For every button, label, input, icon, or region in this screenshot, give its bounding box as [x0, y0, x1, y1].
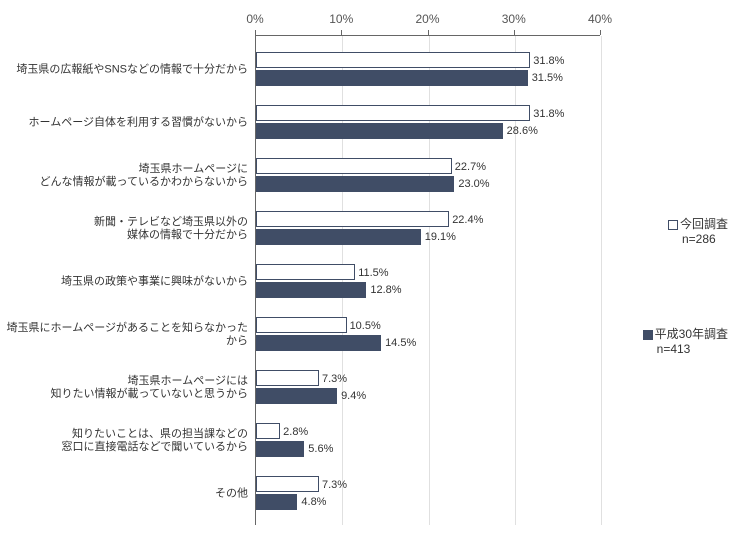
category-row: 埼玉県の政策や事業に興味がないから11.5%12.8% — [0, 260, 740, 304]
x-tick — [600, 30, 601, 35]
category-label: 知りたいことは、県の担当課などの 窓口に直接電話などで聞いているから — [62, 428, 248, 454]
bar-previous: 9.4% — [256, 388, 337, 404]
bar-current-value: 10.5% — [346, 318, 381, 334]
category-row: その他7.3%4.8% — [0, 472, 740, 516]
bar-current: 10.5% — [256, 317, 347, 333]
bar-previous-value: 28.6% — [503, 123, 538, 139]
x-tick — [428, 30, 429, 35]
bar-current-value: 7.3% — [318, 477, 347, 493]
bar-current: 2.8% — [256, 423, 280, 439]
bar-previous: 31.5% — [256, 70, 528, 86]
category-label: 埼玉県の政策や事業に興味がないから — [61, 275, 248, 288]
bar-current-value: 31.8% — [529, 53, 564, 69]
x-tick — [341, 30, 342, 35]
bar-current: 22.4% — [256, 211, 449, 227]
bar-previous-value: 14.5% — [381, 335, 416, 351]
bar-previous-value: 19.1% — [421, 229, 456, 245]
x-tick-label: 40% — [588, 12, 612, 26]
bar-chart: 0%10%20%30%40% 今回調査 n=286 平成30年調査 n=413 … — [0, 0, 740, 547]
bar-current-value: 22.4% — [448, 212, 483, 228]
bar-previous: 12.8% — [256, 282, 366, 298]
category-label: 埼玉県ホームページに どんな情報が載っているかわからないから — [40, 163, 248, 189]
bar-previous: 14.5% — [256, 335, 381, 351]
bar-current-value: 22.7% — [451, 159, 486, 175]
category-label: 埼玉県にホームページがあることを知らなかったから — [0, 322, 248, 348]
bar-previous-value: 31.5% — [528, 70, 563, 86]
bar-previous: 28.6% — [256, 123, 503, 139]
bar-current: 31.8% — [256, 105, 530, 121]
bar-current-value: 31.8% — [529, 106, 564, 122]
category-row: 埼玉県ホームページには 知りたい情報が載っていないと思うから7.3%9.4% — [0, 366, 740, 410]
bar-current: 7.3% — [256, 476, 319, 492]
bar-previous-value: 12.8% — [366, 282, 401, 298]
category-label: その他 — [215, 487, 248, 500]
category-label: 埼玉県の広報紙やSNSなどの情報で十分だから — [16, 63, 248, 76]
x-tick-label: 20% — [415, 12, 439, 26]
bar-current: 22.7% — [256, 158, 452, 174]
category-label: 新聞・テレビなど埼玉県以外の 媒体の情報で十分だから — [94, 216, 248, 242]
bar-current: 11.5% — [256, 264, 355, 280]
category-row: ホームページ自体を利用する習慣がないから31.8%28.6% — [0, 101, 740, 145]
bar-previous: 19.1% — [256, 229, 421, 245]
category-row: 埼玉県の広報紙やSNSなどの情報で十分だから31.8%31.5% — [0, 48, 740, 92]
bar-previous-value: 5.6% — [304, 441, 333, 457]
bar-previous: 23.0% — [256, 176, 454, 192]
bar-previous-value: 23.0% — [454, 176, 489, 192]
bar-previous: 5.6% — [256, 441, 304, 457]
category-label: ホームページ自体を利用する習慣がないから — [29, 116, 248, 129]
category-row: 知りたいことは、県の担当課などの 窓口に直接電話などで聞いているから2.8%5.… — [0, 419, 740, 463]
bar-current: 31.8% — [256, 52, 530, 68]
category-row: 埼玉県ホームページに どんな情報が載っているかわからないから22.7%23.0% — [0, 154, 740, 198]
bar-current: 7.3% — [256, 370, 319, 386]
bar-previous: 4.8% — [256, 494, 297, 510]
bar-current-value: 11.5% — [354, 265, 388, 281]
x-tick-label: 10% — [329, 12, 353, 26]
bar-previous-value: 9.4% — [337, 388, 366, 404]
category-label: 埼玉県ホームページには 知りたい情報が載っていないと思うから — [51, 375, 248, 401]
bar-current-value: 7.3% — [318, 371, 347, 387]
bar-current-value: 2.8% — [279, 424, 308, 440]
x-tick-label: 30% — [502, 12, 526, 26]
x-axis: 0%10%20%30%40% — [255, 12, 600, 32]
x-tick — [514, 30, 515, 35]
x-tick-label: 0% — [246, 12, 263, 26]
bar-previous-value: 4.8% — [297, 494, 326, 510]
x-tick — [255, 30, 256, 35]
category-row: 埼玉県にホームページがあることを知らなかったから10.5%14.5% — [0, 313, 740, 357]
category-row: 新聞・テレビなど埼玉県以外の 媒体の情報で十分だから22.4%19.1% — [0, 207, 740, 251]
